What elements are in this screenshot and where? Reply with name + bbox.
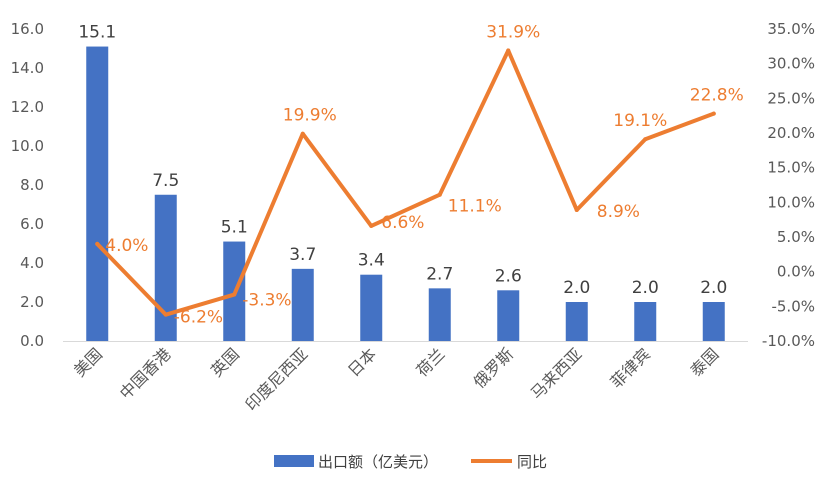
bar-value-label: 3.7 (289, 245, 316, 265)
line-point (300, 131, 305, 136)
line-value-label: 4.0% (105, 236, 148, 256)
line-series-yoy (95, 48, 716, 317)
line-point (643, 137, 648, 142)
line-value-label: 19.9% (283, 106, 337, 126)
y-right-tick-label: -5.0% (771, 297, 815, 315)
y-left-tick-label: 16.0 (11, 20, 44, 38)
bar-value-label: 2.0 (563, 278, 590, 298)
y-right-tick-label: 30.0% (767, 55, 815, 73)
line-point (369, 223, 374, 228)
x-category-label: 马来西亚 (527, 344, 586, 403)
line-point (95, 241, 100, 246)
x-category-label: 印度尼西亚 (242, 344, 312, 414)
line-point (163, 312, 168, 317)
bar-value-label: 2.7 (426, 264, 453, 284)
line-value-label: -3.3% (242, 291, 291, 311)
line-value-label: 19.1% (613, 111, 667, 131)
legend-bar-swatch (274, 455, 314, 467)
y-left-tick-label: 10.0 (11, 137, 44, 155)
legend-bar-label: 出口额（亿美元） (318, 453, 438, 471)
bar (497, 290, 520, 341)
y-left-tick-label: 12.0 (11, 98, 44, 116)
bar (428, 288, 451, 341)
bar-value-label: 3.4 (358, 251, 385, 271)
x-category-label: 俄罗斯 (470, 344, 517, 391)
line-value-label: -6.2% (174, 308, 223, 328)
y-right-tick-label: 35.0% (767, 20, 815, 38)
bar-value-label: 15.1 (78, 23, 116, 43)
line-value-label: 8.9% (597, 202, 640, 222)
line-point (574, 207, 579, 212)
x-category-label: 荷兰 (413, 344, 449, 380)
bar (702, 302, 725, 341)
bar (86, 46, 109, 342)
x-category-label: 泰国 (687, 344, 723, 380)
y-left-tick-label: 8.0 (20, 176, 44, 194)
bar-value-label: 2.0 (632, 278, 659, 298)
y-right-tick-label: 10.0% (767, 193, 815, 211)
bar (154, 194, 177, 341)
line-value-label: 31.9% (486, 22, 540, 42)
y-left-tick-label: 14.0 (11, 59, 44, 77)
bar-value-label: 5.1 (221, 218, 248, 238)
bar (565, 302, 588, 341)
x-category-label: 英国 (207, 344, 243, 380)
line-point (232, 292, 237, 297)
line-point (506, 48, 511, 53)
y-right-tick-label: 20.0% (767, 124, 815, 142)
bar-value-label: 2.0 (700, 278, 727, 298)
line-point (437, 192, 442, 197)
x-category-label: 菲律宾 (607, 344, 654, 391)
x-category-label: 美国 (70, 344, 106, 380)
line-value-label: 11.1% (448, 197, 502, 217)
y-left-tick-label: 6.0 (20, 215, 44, 233)
line-value-label: 22.8% (690, 86, 744, 106)
bar (360, 274, 383, 341)
bar (291, 268, 314, 341)
bar (634, 302, 657, 341)
y-right-tick-label: -10.0% (762, 332, 815, 350)
bar-value-label: 2.6 (495, 266, 522, 286)
y-right-tick-label: 5.0% (777, 228, 815, 246)
y-left-tick-label: 0.0 (20, 332, 44, 350)
y-right-tick-label: 25.0% (767, 89, 815, 107)
y-right-tick-label: 15.0% (767, 159, 815, 177)
x-category-label: 中国香港 (116, 344, 175, 403)
y-left-tick-label: 2.0 (20, 293, 44, 311)
line-point (711, 111, 716, 116)
legend-line-label: 同比 (517, 453, 547, 471)
bar-value-label: 7.5 (152, 171, 179, 191)
line-value-label: 6.6% (381, 213, 424, 233)
x-category-label: 日本 (344, 344, 380, 380)
y-left-tick-label: 4.0 (20, 254, 44, 272)
y-right-tick-label: 0.0% (777, 263, 815, 281)
